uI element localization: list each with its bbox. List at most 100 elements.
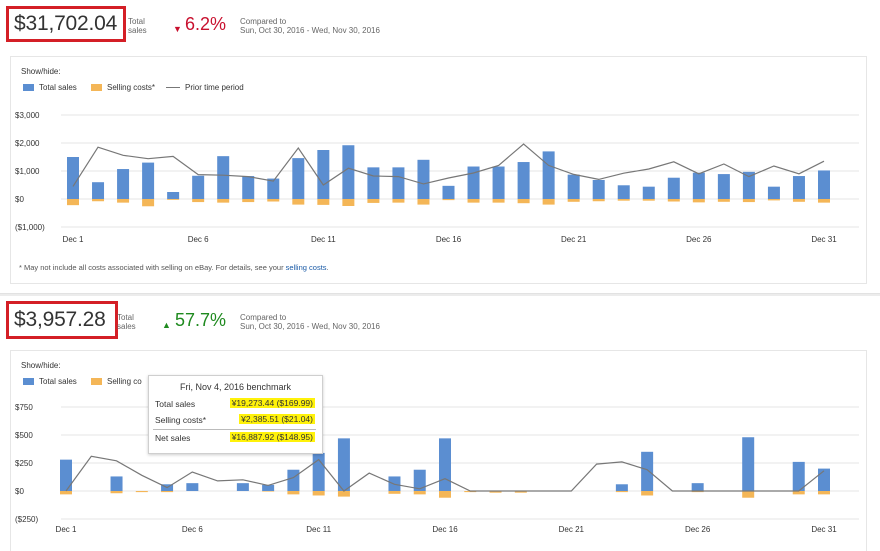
selling-costs-bar <box>60 491 72 495</box>
total-sales-bar <box>262 484 275 491</box>
selling-costs-bar <box>417 199 430 205</box>
change-percent: 6.2% <box>185 14 227 34</box>
total-sales-label: Total sales <box>117 313 136 331</box>
selling-costs-bar <box>617 199 630 201</box>
total-sales-bar <box>792 461 805 491</box>
x-tick-label: Dec 31 <box>811 235 837 244</box>
total-sales-bar <box>641 451 654 491</box>
tooltip-row-net-sales: Net sales ¥16,887.92 ($148.95) <box>155 432 315 445</box>
selling-costs-bar <box>312 491 325 496</box>
selling-costs-bar <box>142 199 155 207</box>
total-sales-bar <box>117 169 130 199</box>
selling-costs-bar <box>337 491 350 497</box>
x-tick-label: Dec 31 <box>811 525 837 534</box>
total-sales-bar <box>337 438 350 491</box>
x-tick-label: Dec 16 <box>432 525 458 534</box>
total-sales-bar <box>413 469 426 491</box>
legend-selling-costs[interactable]: Selling costs* <box>91 83 155 92</box>
total-sales-bar <box>186 483 199 491</box>
total-sales-bar <box>492 166 505 199</box>
selling-costs-bar <box>742 199 755 203</box>
x-tick-label: Dec 1 <box>63 235 84 244</box>
summary-header: $31,702.04 Total sales ▼ 6.2% Compared to… <box>0 0 880 44</box>
total-sales-bar <box>742 171 755 199</box>
total-sales-bar <box>439 438 451 491</box>
summary-header: $3,957.28 Total sales ▲ 57.7% Compared to… <box>0 296 880 340</box>
selling-costs-bar <box>567 199 580 202</box>
legend-selling-costs-label: Selling costs* <box>107 83 156 92</box>
legend-selling-costs-label: Selling co <box>107 377 142 386</box>
y-tick-label: ($1,000) <box>15 223 45 232</box>
total-sales-bar <box>692 172 705 199</box>
total-sales-bar <box>442 185 455 199</box>
selling-costs-bar <box>135 491 148 493</box>
tooltip-label: Selling costs* <box>155 415 207 425</box>
total-sales-bar <box>517 162 530 199</box>
total-sales-bar <box>312 452 325 491</box>
x-tick-label: Dec 16 <box>436 235 462 244</box>
total-sales-bar <box>417 159 430 199</box>
prior-period-line <box>65 455 825 492</box>
x-tick-label: Dec 21 <box>559 525 585 534</box>
selling-costs-bar <box>92 199 105 202</box>
legend-total-sales-label: Total sales <box>39 83 77 92</box>
legend-selling-costs[interactable]: Selling co <box>91 377 142 386</box>
selling-costs-bar <box>367 199 380 203</box>
total-sales-bar <box>467 166 480 199</box>
total-sales-bar <box>142 162 155 199</box>
x-tick-label: Dec 21 <box>561 235 587 244</box>
tooltip-label: Net sales <box>155 433 191 443</box>
trend-up-icon: ▲ <box>162 320 171 330</box>
x-tick-label: Dec 1 <box>56 525 77 534</box>
selling-costs-bar <box>767 199 780 201</box>
selling-costs-bar <box>217 199 230 203</box>
total-sales-bar <box>642 186 655 199</box>
selling-costs-bar <box>792 199 805 202</box>
selling-costs-bar <box>439 491 451 498</box>
chart-card: Show/hide: Total sales Selling costs* Pr… <box>10 56 867 284</box>
selling-costs-bar <box>342 199 355 206</box>
legend-total-sales[interactable]: Total sales <box>23 83 77 92</box>
x-tick-label: Dec 6 <box>182 525 203 534</box>
y-tick-label: $3,000 <box>15 111 40 120</box>
tooltip-title: Fri, Nov 4, 2016 benchmark <box>179 382 292 392</box>
total-sales-bar <box>567 174 580 199</box>
selling-costs-bar <box>442 199 455 201</box>
selling-costs-bar <box>492 199 505 203</box>
selling-costs-bar <box>267 199 280 202</box>
total-sales-swatch <box>23 84 34 91</box>
benchmark-tooltip: Fri, Nov 4, 2016 benchmark Total sales ¥… <box>148 375 323 454</box>
chart-card: Show/hide: Total sales Selling co $750 $5… <box>10 350 867 551</box>
show-hide-label: Show/hide: <box>21 67 61 76</box>
y-tick-label: ($250) <box>15 515 38 524</box>
tooltip-value: ¥2,385.51 ($21.04) <box>239 414 315 424</box>
selling-costs-bar <box>615 491 628 493</box>
x-tick-label: Dec 6 <box>188 235 209 244</box>
selling-costs-swatch <box>91 84 102 91</box>
x-tick-label: Dec 26 <box>685 525 711 534</box>
sales-chart: $3,000 $2,000 $1,000 $0 ($1,000) Dec 1 Dec 6 De… <box>15 111 859 244</box>
total-sales-bar <box>691 483 704 491</box>
total-sales-bar <box>192 175 205 199</box>
selling-costs-link[interactable]: selling costs <box>285 263 327 272</box>
y-tick-label: $0 <box>15 195 24 204</box>
tooltip-label: Total sales <box>155 399 196 409</box>
selling-costs-bar <box>317 199 330 205</box>
selling-costs-bar <box>514 491 527 493</box>
sales-chart: $750 $500 $250 $0 ($250) Dec 1 Dec 6 Dec 11 Dec … <box>15 403 859 534</box>
footnote: * May not include all costs associated w… <box>19 263 329 272</box>
total-sales-bar <box>717 174 730 199</box>
total-sales-bar <box>615 484 628 491</box>
highlight-box <box>6 301 118 339</box>
selling-costs-bar <box>413 491 426 495</box>
selling-costs-bar <box>388 491 401 494</box>
selling-costs-bar <box>67 199 79 206</box>
total-sales-bar <box>67 157 79 199</box>
total-sales-amount: $3,957.28 <box>14 308 106 331</box>
x-tick-label: Dec 11 <box>311 235 336 244</box>
legend-prior-period[interactable]: Prior time period <box>166 83 244 92</box>
selling-costs-bar <box>292 199 305 205</box>
selling-costs-bar <box>692 199 705 203</box>
total-sales-bar <box>392 167 405 199</box>
legend-total-sales[interactable]: Total sales <box>23 377 77 386</box>
